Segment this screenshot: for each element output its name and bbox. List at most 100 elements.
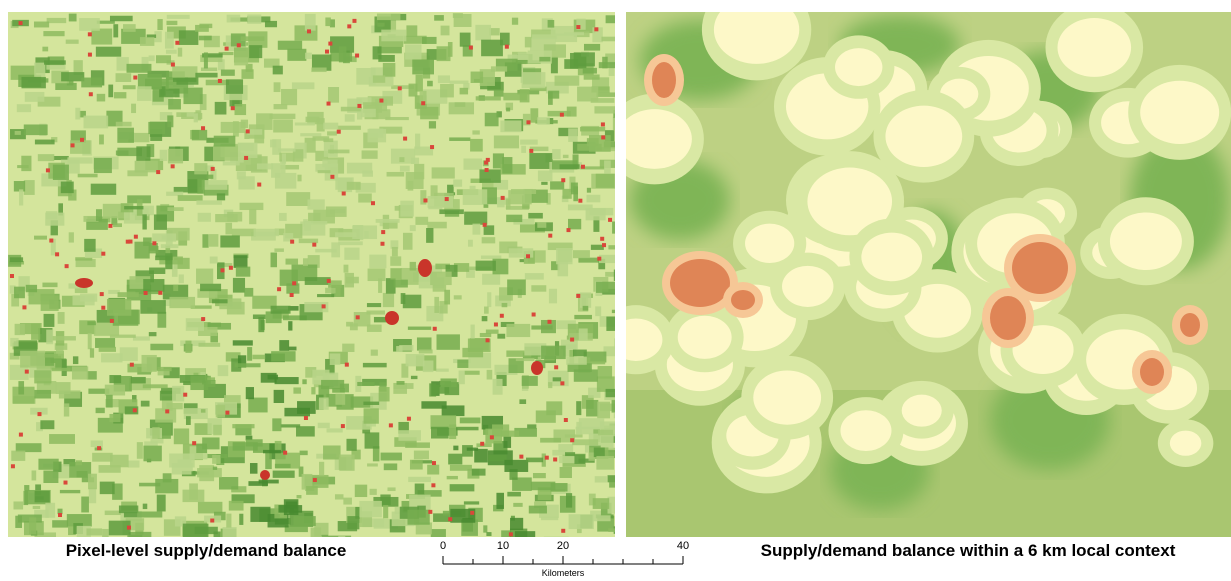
land-pixel [226, 514, 231, 528]
land-pixel [576, 401, 581, 415]
land-pixel [258, 317, 264, 332]
demand-pixel [127, 526, 131, 530]
land-pixel [305, 277, 331, 285]
land-pixel [344, 265, 349, 273]
land-pixel [212, 299, 228, 303]
land-pixel [338, 241, 363, 245]
land-pixel [35, 496, 44, 499]
land-pixel [328, 87, 339, 103]
land-pixel [272, 418, 281, 431]
land-pixel [440, 378, 456, 387]
demand-pixel [171, 164, 175, 168]
land-pixel [369, 129, 384, 138]
land-pixel [90, 348, 94, 357]
demand-pixel [602, 243, 606, 247]
demand-pixel [448, 517, 452, 521]
land-pixel [223, 161, 240, 165]
land-pixel [34, 22, 49, 28]
land-pixel [110, 455, 129, 468]
land-pixel [99, 347, 116, 352]
land-pixel [269, 114, 295, 119]
land-pixel [173, 78, 196, 82]
land-pixel [506, 108, 510, 112]
land-pixel [522, 376, 538, 386]
land-pixel [471, 72, 483, 83]
demand-pixel [561, 529, 565, 533]
land-pixel [84, 116, 109, 129]
land-pixel [529, 153, 552, 169]
land-pixel [238, 143, 254, 151]
land-pixel [502, 303, 508, 307]
land-pixel [149, 332, 157, 336]
land-pixel [268, 375, 278, 380]
demand-pixel [570, 438, 574, 442]
demand-pixel [128, 240, 132, 244]
land-pixel [612, 222, 626, 234]
land-pixel [470, 325, 474, 339]
land-pixel [144, 441, 158, 446]
land-pixel [323, 123, 338, 130]
land-pixel [476, 261, 496, 271]
land-pixel [339, 46, 347, 62]
land-pixel [274, 390, 284, 403]
land-pixel [88, 474, 97, 490]
land-pixel [168, 99, 181, 109]
demand-pixel [432, 461, 436, 465]
land-pixel [108, 85, 113, 98]
land-pixel [58, 312, 65, 324]
deficit-core [990, 296, 1026, 340]
land-pixel [131, 377, 146, 383]
land-pixel [72, 366, 88, 379]
land-pixel [506, 324, 530, 337]
land-pixel [131, 104, 136, 113]
land-pixel [449, 102, 474, 114]
land-pixel [335, 394, 345, 405]
land-pixel [417, 337, 432, 350]
demand-pixel [65, 264, 69, 268]
land-pixel [484, 204, 489, 208]
land-pixel [541, 346, 566, 359]
land-pixel [123, 85, 136, 89]
demand-pixel [576, 294, 580, 298]
demand-pixel [22, 305, 26, 309]
land-pixel [482, 316, 488, 321]
land-pixel [563, 155, 569, 158]
land-pixel [15, 131, 21, 135]
land-pixel [479, 169, 500, 182]
land-pixel [488, 455, 506, 462]
land-pixel [110, 16, 133, 21]
land-pixel [595, 306, 601, 316]
land-pixel [367, 303, 381, 307]
demand-pixel [327, 279, 331, 283]
land-pixel [594, 448, 605, 458]
land-pixel [441, 26, 450, 36]
land-pixel [326, 206, 347, 216]
land-pixel [362, 171, 373, 177]
land-pixel [234, 57, 248, 65]
demand-pixel [379, 99, 383, 103]
land-pixel [96, 47, 121, 57]
land-pixel [614, 338, 622, 349]
land-pixel [66, 40, 79, 44]
land-pixel [213, 146, 238, 161]
land-pixel [279, 153, 294, 162]
land-pixel [179, 30, 199, 45]
balance-zone [835, 48, 882, 86]
land-pixel [137, 511, 162, 517]
land-pixel [438, 75, 450, 83]
land-pixel [504, 460, 528, 472]
land-pixel [470, 186, 476, 189]
land-pixel [550, 181, 564, 189]
land-pixel [109, 375, 121, 383]
land-pixel [335, 494, 344, 499]
land-pixel [157, 495, 166, 512]
land-pixel [273, 471, 295, 478]
land-pixel [529, 506, 547, 514]
land-pixel [94, 158, 112, 173]
land-pixel [38, 154, 54, 161]
land-pixel [183, 524, 209, 540]
land-pixel [42, 47, 48, 52]
balance-zone [902, 395, 942, 427]
land-pixel [475, 25, 491, 40]
land-pixel [614, 270, 627, 281]
